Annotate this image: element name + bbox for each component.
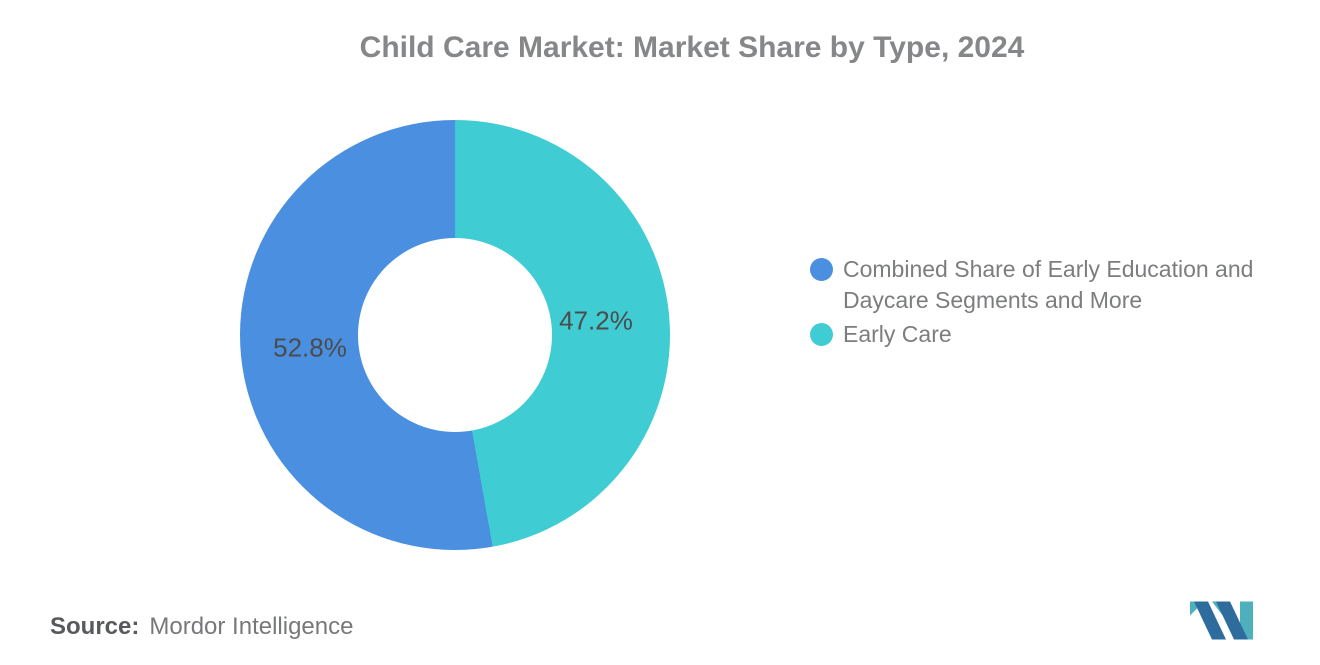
slice-data-label-combined: 52.8% — [273, 332, 347, 363]
donut-chart: 52.8% 47.2% — [240, 120, 670, 550]
legend-label-line1: Early Care — [843, 321, 952, 347]
legend-dot-teal-icon — [810, 323, 833, 346]
mordor-intelligence-logo — [1190, 601, 1253, 640]
legend-label-early-care: Early Care — [843, 319, 952, 350]
legend-item-early-care: Early Care — [810, 319, 1255, 350]
legend-label-line2: Daycare Segments and More — [843, 287, 1143, 313]
legend-dot-blue-icon — [810, 258, 833, 281]
chart-title: Child Care Market: Market Share by Type,… — [359, 31, 1025, 64]
legend: Combined Share of Early Education and Day… — [810, 254, 1255, 353]
donut-hole — [358, 238, 552, 432]
legend-label-combined: Combined Share of Early Education and Day… — [843, 254, 1253, 316]
legend-item-combined: Combined Share of Early Education and Day… — [810, 254, 1255, 316]
source-attribution: Source: Mordor Intelligence — [50, 613, 353, 641]
legend-label-line1: Combined Share of Early Education and — [843, 256, 1254, 282]
source-label: Source: — [50, 613, 140, 640]
slice-data-label-early-care: 47.2% — [559, 305, 633, 336]
source-text: Mordor Intelligence — [149, 613, 354, 640]
